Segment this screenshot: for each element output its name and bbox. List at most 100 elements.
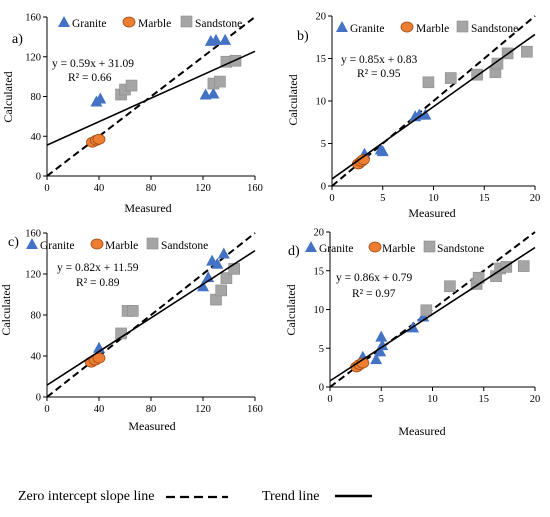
y-axis-title-b: Calculated xyxy=(286,74,300,125)
marble-legend-icon xyxy=(90,238,104,250)
trend-line xyxy=(46,50,256,146)
y-tick-label: 80 xyxy=(31,92,42,103)
granite-point xyxy=(210,33,222,45)
r-squared-a: R² = 0.66 xyxy=(68,72,112,84)
granite-point xyxy=(207,87,220,99)
legend-label-granite: Granite xyxy=(319,243,353,255)
r-squared-d: R² = 0.97 xyxy=(352,288,396,300)
legend-label-sandstone: Sandstone xyxy=(161,240,208,252)
sandstone-point xyxy=(422,76,435,89)
granite-point xyxy=(219,33,232,45)
x-tick-label: 0 xyxy=(44,183,49,194)
y-axis-title-a: Calculated xyxy=(1,71,15,122)
legend-d: Granite Marble Sandstone xyxy=(305,240,484,255)
legend-label-granite: Granite xyxy=(40,240,74,252)
trend-line xyxy=(329,246,536,382)
legend-label-sandstone: Sandstone xyxy=(471,23,518,35)
granite-legend-icon xyxy=(58,16,70,27)
granite-point xyxy=(376,145,389,157)
y-tick-label: 40 xyxy=(31,132,42,143)
zero-intercept-caption: Zero intercept slope line xyxy=(18,489,154,504)
y-tick-label: 5 xyxy=(319,344,324,355)
legend-label-granite: Granite xyxy=(350,23,384,35)
y-tick-label: 15 xyxy=(314,266,325,277)
granite-point xyxy=(370,353,383,365)
y-tick-label: 20 xyxy=(314,228,325,239)
panel-label-d: d) xyxy=(288,244,300,259)
chart-panel-d: d) y = 0.86x + 0.79 R² = 0.97 Measured C… xyxy=(284,228,540,439)
line-style-legend: Zero intercept slope line Trend line xyxy=(18,489,372,504)
x-axis-title-d: Measured xyxy=(398,424,445,438)
x-tick-label: 120 xyxy=(195,183,211,194)
x-tick-label: 10 xyxy=(428,193,439,204)
marble-point xyxy=(92,352,106,364)
trend-equation-b: y = 0.85x + 0.83 xyxy=(341,54,417,66)
x-tick-label: 10 xyxy=(427,394,438,405)
granite-point xyxy=(374,345,387,357)
x-axis-title-c: Measured xyxy=(128,419,175,433)
x-tick-label: 15 xyxy=(479,394,490,405)
x-tick-label: 160 xyxy=(247,183,263,194)
x-tick-label: 160 xyxy=(247,404,263,415)
y-tick-label: 0 xyxy=(319,383,324,394)
x-tick-label: 80 xyxy=(146,404,157,415)
x-axis-title-a: Measured xyxy=(124,201,171,215)
x-tick-label: 80 xyxy=(146,183,157,194)
trend-equation-d: y = 0.86x + 0.79 xyxy=(336,272,412,284)
legend-label-marble: Marble xyxy=(416,23,449,35)
x-tick-label: 120 xyxy=(195,404,211,415)
marble-legend-icon xyxy=(400,21,414,33)
sandstone-point xyxy=(215,284,227,297)
r-squared-c: R² = 0.89 xyxy=(76,277,120,289)
sandstone-legend-icon xyxy=(456,20,469,33)
chart-panel-c: c) y = 0.82x + 11.59 R² = 0.89 Measured … xyxy=(0,229,263,434)
sandstone-point xyxy=(444,280,456,293)
sandstone-point xyxy=(127,305,139,317)
y-tick-label: 120 xyxy=(25,52,41,63)
sandstone-point xyxy=(472,271,485,284)
granite-point xyxy=(211,257,224,269)
legend-c: Granite Marble Sandstone xyxy=(26,237,208,252)
y-tick-label: 0 xyxy=(36,172,41,183)
sandstone-point xyxy=(517,260,530,272)
legend-label-marble: Marble xyxy=(105,240,138,252)
sandstone-legend-icon xyxy=(146,237,159,250)
chart-panel-b: b) y = 0.85x + 0.83 R² = 0.95 Measured C… xyxy=(286,12,540,221)
sandstone-point xyxy=(420,304,433,317)
x-tick-label: 40 xyxy=(94,404,105,415)
granite-point xyxy=(197,280,209,292)
y-tick-label: 5 xyxy=(321,139,326,150)
granite-point xyxy=(375,330,388,342)
chart-panel-a: a) y = 0.59x + 31.09 R² = 0.66 Measured … xyxy=(1,13,263,216)
trend-line xyxy=(331,33,536,180)
granite-legend-icon xyxy=(336,21,348,32)
x-tick-label: 0 xyxy=(44,404,49,415)
panel-label-b: b) xyxy=(297,29,309,44)
x-tick-label: 5 xyxy=(380,193,385,204)
legend-a: Granite Marble Sandstone xyxy=(58,15,242,30)
y-tick-label: 0 xyxy=(321,182,326,193)
legend-label-marble: Marble xyxy=(382,243,415,255)
marble-legend-icon xyxy=(368,241,382,253)
marble-point xyxy=(357,154,370,166)
y-axis-title-d: Calculated xyxy=(284,284,298,335)
y-tick-label: 40 xyxy=(31,352,42,363)
x-tick-label: 40 xyxy=(94,183,105,194)
trend-line-caption: Trend line xyxy=(262,489,319,504)
x-tick-label: 0 xyxy=(329,193,334,204)
legend-label-marble: Marble xyxy=(138,18,171,30)
granite-point xyxy=(419,108,432,120)
trend-equation-c: y = 0.82x + 11.59 xyxy=(57,262,139,274)
granite-legend-icon xyxy=(26,238,38,249)
sandstone-point xyxy=(220,272,233,284)
sandstone-point xyxy=(125,79,138,92)
sandstone-legend-icon xyxy=(180,15,193,28)
y-tick-label: 10 xyxy=(314,305,325,316)
zero-intercept-line xyxy=(329,231,536,388)
trend-equation-a: y = 0.59x + 31.09 xyxy=(52,58,134,70)
y-tick-label: 10 xyxy=(316,97,327,108)
legend-b: Granite Marble Sandstone xyxy=(336,20,518,35)
sandstone-point xyxy=(521,45,533,58)
y-tick-label: 120 xyxy=(25,270,41,281)
r-squared-b: R² = 0.95 xyxy=(357,68,401,80)
